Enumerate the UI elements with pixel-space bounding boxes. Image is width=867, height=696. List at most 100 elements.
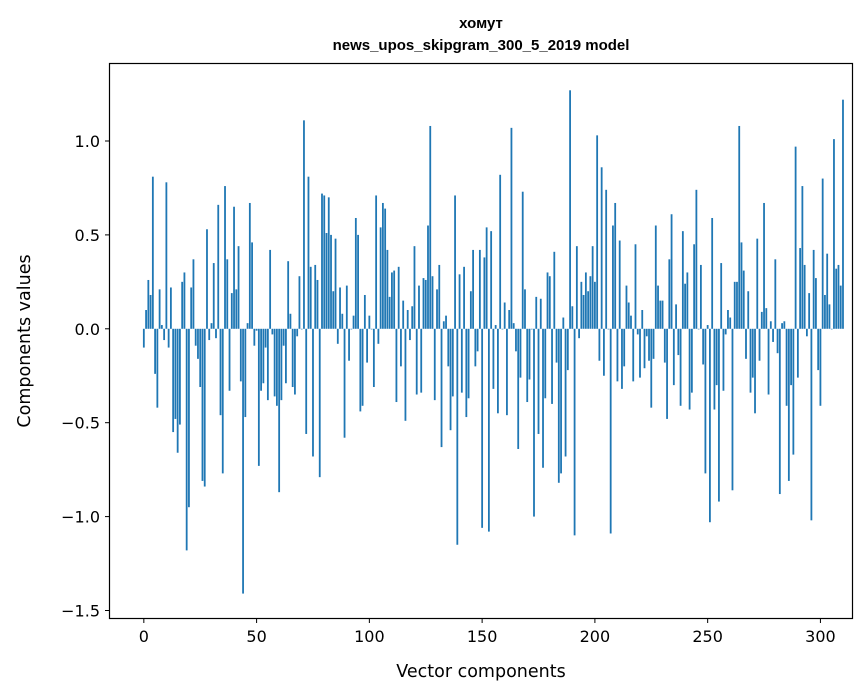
bar-279	[772, 328, 774, 342]
y-tick-label: −1.5	[61, 601, 100, 620]
bar-296	[810, 328, 813, 521]
bar-188	[566, 328, 569, 371]
bar-250	[706, 325, 709, 329]
bar-4	[151, 176, 154, 329]
bar-34	[219, 328, 222, 416]
bar-95	[357, 234, 359, 329]
bar-221	[641, 310, 644, 329]
bar-201	[596, 135, 599, 329]
y-tick-label: 0.5	[75, 226, 100, 245]
bar-271	[754, 328, 756, 414]
bar-57	[271, 328, 274, 335]
y-tick-label: −1.0	[61, 508, 100, 527]
bar-172	[530, 328, 533, 330]
bar-85	[334, 238, 337, 329]
bar-29	[208, 328, 211, 341]
bar-110	[391, 272, 393, 329]
bar-205	[605, 189, 608, 329]
bar-7	[158, 289, 161, 329]
bar-87	[339, 287, 341, 329]
bar-43	[239, 328, 242, 382]
bar-257	[722, 328, 725, 391]
bar-133	[442, 321, 445, 329]
bar-138	[454, 195, 456, 329]
bar-274	[760, 311, 763, 329]
bar-286	[787, 328, 790, 481]
y-tick-label: 0.0	[75, 320, 100, 339]
bar-25	[199, 328, 202, 388]
bar-11	[167, 328, 170, 348]
bar-173	[533, 328, 535, 517]
bar-302	[824, 294, 826, 329]
bar-17	[181, 281, 184, 329]
bar-9	[163, 328, 166, 341]
bar-305	[830, 328, 833, 330]
bar-83	[330, 234, 332, 329]
bar-285	[785, 328, 788, 406]
bar-300	[819, 328, 822, 406]
bar-156	[494, 325, 497, 329]
bar-14	[174, 328, 177, 419]
bar-191	[573, 328, 576, 536]
x-axis-ticks: 0 50 100 150 200 250 300	[139, 618, 836, 646]
bar-277	[767, 328, 770, 395]
bar-210	[616, 328, 619, 382]
bar-235	[672, 328, 675, 386]
bar-0	[142, 328, 145, 348]
bar-64	[287, 261, 290, 329]
bar-165	[515, 328, 517, 352]
bar-220	[639, 328, 641, 378]
bar-10	[165, 182, 168, 329]
bar-54	[264, 328, 267, 348]
bar-40	[233, 206, 235, 329]
bar-131	[438, 264, 441, 329]
bar-241	[686, 272, 689, 329]
bar-67	[294, 328, 296, 395]
bar-228	[657, 285, 659, 329]
bar-132	[440, 328, 443, 448]
bar-310	[842, 99, 844, 329]
bar-270	[751, 328, 754, 378]
bar-194	[580, 281, 583, 329]
x-tick-label: 300	[805, 627, 836, 646]
bar-73	[307, 176, 310, 329]
bar-19	[185, 328, 188, 551]
bar-150	[481, 328, 484, 528]
bar-190	[571, 306, 574, 329]
bar-125	[424, 279, 427, 329]
bar-122	[418, 285, 420, 329]
bar-28	[206, 229, 208, 329]
bar-179	[546, 272, 549, 329]
chart-title: хомут	[459, 15, 503, 32]
bar-294	[805, 328, 808, 337]
bar-59	[275, 328, 278, 406]
bar-211	[618, 240, 621, 329]
bar-280	[774, 259, 777, 329]
bar-90	[345, 285, 348, 329]
bar-53	[262, 328, 265, 384]
bar-306	[833, 139, 835, 329]
bar-182	[553, 251, 556, 329]
bar-147	[474, 328, 477, 367]
bar-79	[321, 193, 323, 329]
bar-31	[212, 263, 215, 329]
bar-206	[607, 328, 610, 330]
bar-65	[289, 313, 292, 329]
bar-292	[801, 186, 804, 329]
bar-75	[312, 328, 314, 457]
bar-186	[562, 317, 565, 329]
bar-196	[584, 272, 587, 329]
bar-232	[666, 328, 668, 419]
bar-212	[621, 328, 623, 389]
bar-127	[429, 125, 432, 329]
bar-268	[747, 291, 750, 329]
bar-253	[713, 328, 716, 410]
bar-86	[336, 328, 339, 344]
bar-26	[201, 328, 204, 481]
bar-199	[591, 246, 594, 329]
bar-143	[465, 328, 468, 418]
bar-214	[625, 285, 628, 329]
bar-69	[298, 276, 301, 329]
x-tick-label: 0	[139, 627, 149, 646]
bar-263	[736, 281, 738, 329]
